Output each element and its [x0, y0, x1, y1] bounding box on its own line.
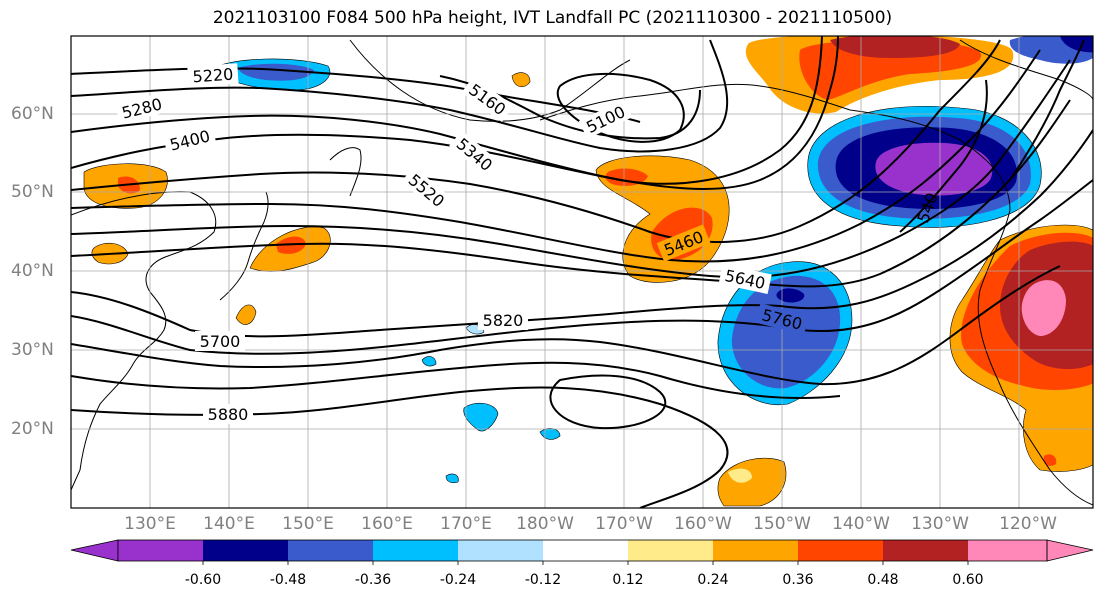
contour-5640: [71, 99, 1071, 288]
contour-5280: [71, 39, 729, 153]
contour-5580: [71, 59, 1071, 279]
contour-5460: [71, 39, 1001, 243]
colorbar-bin: [203, 540, 288, 561]
lon-label-180w: 180°W: [516, 514, 574, 534]
lon-label-150e: 150°E: [282, 514, 334, 534]
contour-5220: [71, 67, 641, 123]
contour-5340: [71, 36, 823, 185]
sea-of-okhotsk-coast: [349, 39, 631, 122]
colorbar-tick-label: -0.12: [524, 572, 562, 588]
contour-label-5220: 5220: [192, 65, 234, 87]
contour-label-5820: 5820: [483, 311, 524, 330]
lon-label-160e: 160°E: [361, 514, 413, 534]
contour-label-5700: 5700: [200, 332, 241, 351]
colorbar-tick-label: -0.48: [269, 572, 307, 588]
ivt-shading: [83, 36, 1093, 507]
graticule: [71, 36, 1093, 508]
lat-label-20n: 20°N: [11, 419, 54, 439]
lon-label-160w: 160°W: [674, 514, 732, 534]
lon-label-140e: 140°E: [203, 514, 255, 534]
colorbar-tick-label: -0.36: [354, 572, 392, 588]
lon-label-120w: 120°W: [999, 514, 1057, 534]
colorbar-bin: [628, 540, 713, 561]
colorbar-bin: [543, 540, 628, 561]
colorbar-bin: [968, 540, 1047, 561]
alaska-coastline: [539, 83, 1093, 506]
colorbar-bin: [458, 540, 543, 561]
canada-coast: [959, 39, 1093, 101]
japan-coastline: [219, 191, 269, 301]
contour-label-5880: 5880: [208, 405, 249, 424]
contour-5860: [71, 361, 841, 399]
lat-label-40n: 40°N: [11, 261, 54, 281]
colorbar-tick-label: 0.48: [867, 572, 899, 588]
colorbar-tick-label: 0.24: [697, 572, 729, 588]
colorbar-bin: [883, 540, 968, 561]
contour-5820: [71, 265, 1061, 386]
colorbar-bin: [373, 540, 458, 561]
lat-label-50n: 50°N: [11, 182, 54, 202]
map-frame: [70, 35, 1094, 509]
colorbar-bin: [118, 540, 203, 561]
colorbar-bin: [288, 540, 373, 561]
lon-label-140w: 140°W: [832, 514, 890, 534]
colorbar-tick-label: 0.12: [612, 572, 644, 588]
kamchatka-coastline: [329, 147, 362, 197]
contour-east-trough: [899, 79, 988, 233]
contour-5760: [71, 179, 1093, 355]
contour-5520: [71, 49, 1041, 263]
lon-label-130w: 130°W: [911, 514, 969, 534]
colorbar-tick-label: 0.36: [782, 572, 814, 588]
map-title: 2021103100 F084 500 hPa height, IVT Land…: [212, 8, 893, 28]
colorbar-left-arrow: [70, 539, 119, 562]
contour-subtropical-high: [549, 374, 667, 430]
lat-label-30n: 30°N: [11, 340, 54, 360]
colorbar: [70, 539, 1094, 565]
lon-label-130e: 130°E: [124, 514, 176, 534]
lon-label-170e: 170°E: [440, 514, 492, 534]
colorbar-bin: [713, 540, 798, 561]
lon-label-150w: 150°W: [753, 514, 811, 534]
colorbar-tick-label: 0.60: [952, 572, 984, 588]
lat-label-60n: 60°N: [11, 104, 54, 124]
colorbar-tick-label: -0.60: [184, 572, 222, 588]
colorbar-right-arrow: [1046, 539, 1094, 562]
contour-east-ridge: [1009, 39, 1085, 181]
contour-5100: [556, 73, 685, 143]
colorbar-tick-label: -0.24: [439, 572, 477, 588]
colorbar-bin: [798, 540, 883, 561]
lon-label-170w: 170°W: [595, 514, 653, 534]
